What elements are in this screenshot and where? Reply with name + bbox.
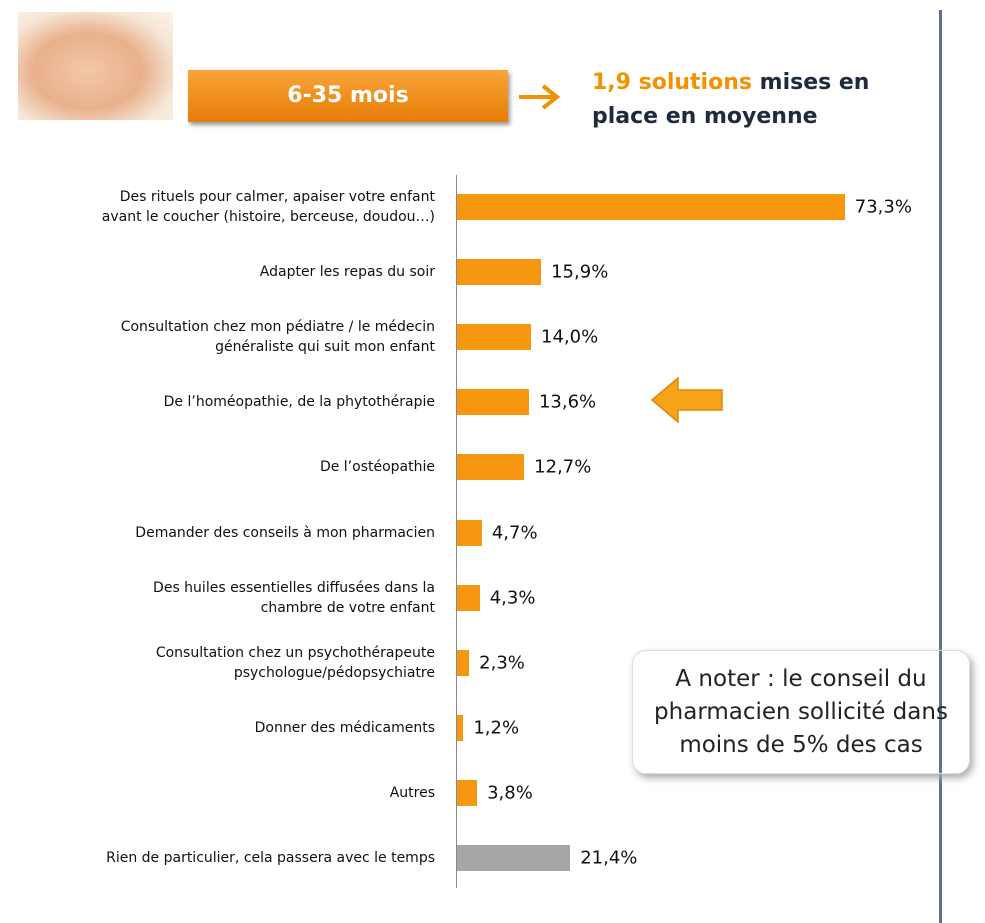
- value-label: 12,7%: [534, 457, 591, 478]
- divider: [939, 10, 942, 923]
- value-label: 4,3%: [490, 587, 536, 608]
- bar: [457, 845, 570, 871]
- category-label: De l’ostéopathie: [0, 457, 435, 477]
- bar: [457, 194, 845, 220]
- headline-highlight: 1,9 solutions: [592, 70, 752, 95]
- bar: [457, 324, 531, 350]
- value-label: 4,7%: [492, 522, 538, 543]
- highlight-arrow: [648, 374, 728, 426]
- category-label: Adapter les repas du soir: [0, 262, 435, 282]
- category-label: Des rituels pour calmer, apaiser votre e…: [0, 187, 435, 227]
- baby-photo: [18, 12, 173, 120]
- value-label: 13,6%: [539, 392, 596, 413]
- value-label: 73,3%: [855, 197, 912, 218]
- headline: 1,9 solutions mises en place en moyenne: [592, 66, 912, 134]
- value-label: 3,8%: [487, 782, 533, 803]
- value-label: 15,9%: [551, 262, 608, 283]
- value-label: 1,2%: [473, 717, 519, 738]
- bar: [457, 780, 477, 806]
- category-label: Demander des conseils à mon pharmacien: [0, 523, 435, 543]
- bar: [457, 520, 482, 546]
- value-label: 14,0%: [541, 327, 598, 348]
- bar: [457, 454, 524, 480]
- category-label: Autres: [0, 783, 435, 803]
- category-label: Consultation chez mon pédiatre / le méde…: [0, 317, 435, 357]
- note-box: A noter : le conseil du pharmacien solli…: [632, 650, 970, 774]
- category-label: De l’homéopathie, de la phytothérapie: [0, 392, 435, 412]
- bar: [457, 650, 469, 676]
- arrow-icon: [515, 80, 565, 114]
- value-label: 2,3%: [479, 652, 525, 673]
- category-label: Des huiles essentielles diffusées dans l…: [0, 578, 435, 618]
- bar: [457, 259, 541, 285]
- bar: [457, 715, 463, 741]
- badge: 6-35 mois: [188, 70, 508, 122]
- bar: [457, 585, 480, 611]
- category-label: Consultation chez un psychothérapeute ps…: [0, 643, 435, 683]
- category-label: Donner des médicaments: [0, 718, 435, 738]
- category-label: Rien de particulier, cela passera avec l…: [0, 848, 435, 868]
- bar: [457, 389, 529, 415]
- page: 6-35 mois 1,9 solutions mises en place e…: [0, 0, 985, 923]
- value-label: 21,4%: [580, 848, 637, 869]
